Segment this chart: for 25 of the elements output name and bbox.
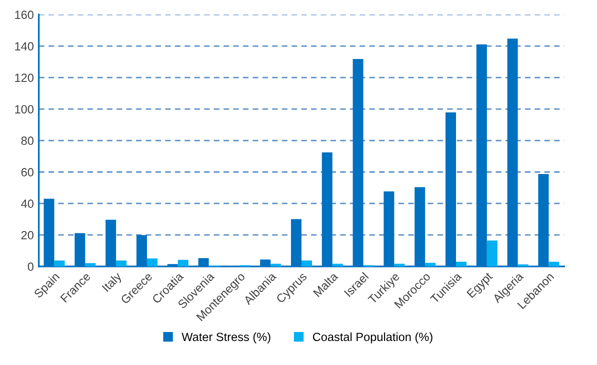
bar	[332, 264, 343, 266]
y-tick-label: 0	[28, 262, 34, 271]
legend-label: Water Stress (%)	[182, 332, 270, 344]
bar	[85, 263, 96, 266]
y-tick-label: 60	[21, 168, 34, 176]
y-tick-label: 20	[21, 231, 34, 240]
y-tick-label: 120	[15, 74, 34, 82]
y-tick-label: 160	[15, 10, 34, 19]
y-tick-label: 100	[15, 105, 34, 114]
bar	[394, 264, 405, 266]
bar	[486, 240, 498, 266]
bar	[301, 260, 312, 266]
bar	[116, 260, 127, 266]
x-tick-label: Italy	[102, 271, 124, 294]
y-tick-label: 40	[21, 200, 34, 208]
bar	[146, 258, 158, 266]
y-tick-label: 140	[15, 42, 34, 50]
bar	[548, 262, 560, 266]
bar	[270, 264, 282, 266]
bar	[54, 260, 65, 266]
legend-label: Coastal Population (%)	[312, 332, 432, 344]
bar	[456, 262, 467, 266]
bar	[178, 260, 188, 266]
y-tick-label: 80	[21, 136, 34, 145]
bar	[425, 262, 436, 266]
